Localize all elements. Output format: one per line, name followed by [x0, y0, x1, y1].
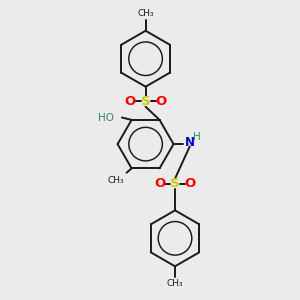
Text: O: O [185, 177, 196, 190]
Text: CH₃: CH₃ [137, 9, 154, 18]
Text: H: H [193, 132, 201, 142]
Text: O: O [155, 95, 167, 108]
Text: S: S [170, 177, 180, 190]
Text: S: S [141, 95, 150, 108]
Text: N: N [185, 136, 195, 149]
Text: HO: HO [98, 112, 114, 122]
Text: CH₃: CH₃ [107, 176, 124, 185]
Text: CH₃: CH₃ [167, 279, 183, 288]
Text: O: O [124, 95, 136, 108]
Text: O: O [154, 177, 165, 190]
